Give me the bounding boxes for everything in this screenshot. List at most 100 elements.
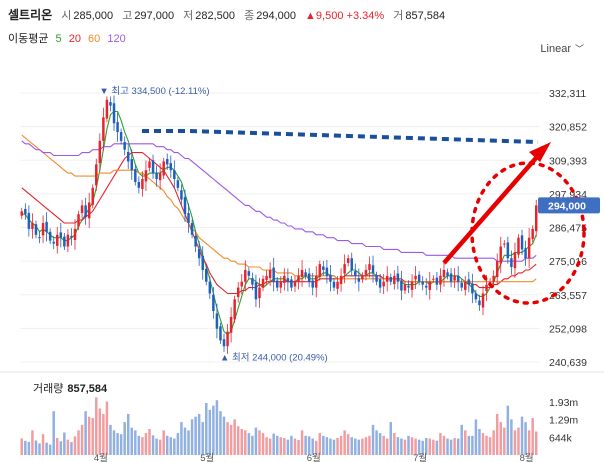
volume-bar [354, 438, 357, 455]
volume-bar [268, 438, 272, 455]
time-tick-label: 6월 [307, 452, 321, 462]
candle-body [467, 279, 471, 285]
volume-bar [464, 430, 467, 455]
volume-bar [102, 413, 105, 455]
scale-selector-label: Linear [540, 43, 571, 55]
candle-body [311, 280, 314, 288]
candle-body [63, 236, 66, 247]
volume-bar [385, 438, 389, 455]
volume-bar [254, 427, 258, 455]
price-axis: 332,311320,852309,393297,934286,475275,0… [549, 88, 587, 444]
candle-body [343, 264, 346, 274]
candle-body [492, 275, 495, 282]
close-value: 294,000 [256, 10, 296, 22]
candle-body [403, 284, 407, 291]
candle-body [417, 274, 421, 282]
volume-bar [197, 413, 201, 455]
ma-legend[interactable]: 이동평균 5 20 60 120 [8, 30, 130, 46]
volume-bar [368, 435, 371, 455]
volume-bar [105, 401, 109, 455]
volume-bar [247, 433, 251, 455]
candle-body [155, 173, 158, 180]
highlight-circle [470, 161, 586, 305]
volume-bar [318, 433, 322, 455]
candle-body [524, 248, 527, 259]
candle-body [233, 299, 236, 320]
volume-title-label: 거래량 [33, 383, 64, 395]
volume-bar [126, 413, 130, 455]
candle-body [240, 281, 243, 287]
volume-bar [393, 433, 396, 455]
grid-lines [0, 92, 604, 373]
candle-body [251, 278, 254, 285]
candle-body [265, 275, 268, 280]
candle-body [329, 274, 332, 282]
volume-bar [364, 437, 368, 455]
candle-body [286, 278, 290, 282]
volume-bar [155, 438, 158, 455]
time-axis: 4월 5월 6월 7월 8월 [94, 452, 534, 462]
candle-body [531, 228, 534, 239]
candle-body [478, 300, 481, 306]
volume-bar [116, 433, 119, 455]
candle-body [24, 208, 27, 215]
ma-5-label[interactable]: 5 [55, 33, 62, 45]
volume-bar [414, 438, 417, 455]
price-tick-label: 275,016 [549, 256, 587, 268]
candle-body [456, 275, 460, 282]
trend-arrow-head [529, 142, 551, 162]
open-label: 시 [61, 10, 72, 22]
candle-body [460, 282, 463, 288]
volume-value: 857,584 [405, 10, 446, 22]
candle-body [205, 268, 208, 282]
candle-body [87, 202, 91, 219]
candle-body [98, 140, 102, 164]
price-tick-label: 309,393 [549, 155, 587, 167]
volume-bar [77, 430, 80, 455]
volume-bar [95, 397, 98, 455]
volume-bar [325, 437, 329, 455]
volume-bar [91, 418, 94, 455]
candle-body [52, 241, 55, 244]
ma-120-label[interactable]: 120 [107, 33, 126, 45]
volume-bar [244, 430, 247, 455]
volume-bar [339, 435, 343, 455]
candle-body [375, 275, 378, 282]
high-marker-label: ▼ 최고 334,500 (-12.11%) [99, 86, 209, 97]
volume-bar [261, 433, 265, 455]
candle-body [350, 258, 353, 270]
volume-bar [84, 411, 87, 455]
volume-title-value: 857,584 [67, 383, 108, 395]
candle-body [208, 281, 212, 294]
ma-20-label[interactable]: 20 [68, 33, 81, 45]
volume-bars [20, 397, 538, 455]
volume-bar [183, 427, 187, 455]
candle-body [385, 275, 389, 282]
candle-body [187, 213, 190, 224]
volume-bar [208, 409, 212, 455]
volume-bar [286, 439, 290, 455]
high-value: 297,000 [134, 10, 175, 22]
volume-bar [48, 444, 52, 455]
candle-body [201, 255, 204, 270]
volume-bar [307, 436, 311, 455]
candle-body [293, 281, 297, 287]
candle-body [421, 281, 424, 285]
volume-bar [531, 418, 534, 455]
candle-body [258, 287, 261, 299]
candle-body [236, 287, 240, 297]
candle-body [424, 285, 428, 288]
scale-selector[interactable]: Linear ﹀ [540, 42, 584, 55]
volume-bar [119, 434, 123, 455]
volume-bar [322, 435, 325, 455]
candle-body [119, 132, 123, 141]
volume-bar [503, 427, 506, 455]
candle-body [414, 275, 417, 280]
ma-60-label[interactable]: 60 [88, 33, 101, 45]
volume-bar [495, 413, 499, 455]
candle-body [56, 234, 59, 246]
volume-tick-label: 644k [549, 432, 573, 444]
volume-bar [66, 439, 70, 455]
volume-bar [361, 438, 364, 455]
